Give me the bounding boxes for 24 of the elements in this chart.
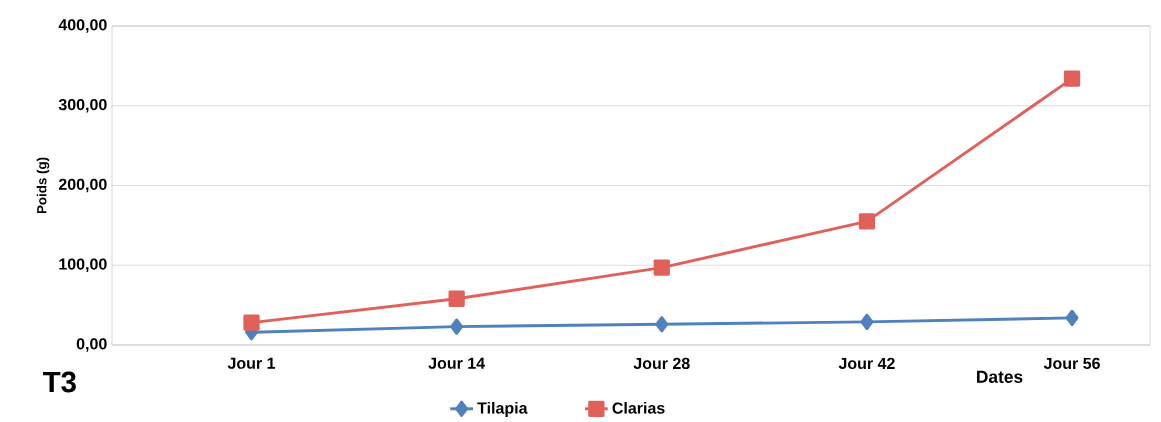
text: T3 (43, 371, 76, 393)
x-tick-label: Jour 28 (633, 357, 690, 370)
point (860, 313, 874, 331)
point (243, 314, 260, 331)
x-tick-label: Jour 1 (227, 357, 276, 369)
y-tick-label: 100,00 (59, 258, 107, 273)
y-tick-label: 400,00 (58, 19, 107, 33)
point (1065, 309, 1079, 327)
x-axis-title: Dates (977, 370, 1023, 383)
point (653, 259, 670, 276)
legend-label: Clarias (612, 402, 665, 414)
point (655, 316, 669, 333)
x-tick-label: Jour 56 (1043, 357, 1100, 370)
point (1063, 70, 1081, 87)
y-tick-label: 0,00 (76, 338, 107, 352)
y-tick-label: 200,00 (58, 178, 107, 193)
x-tick-label: Jour 42 (838, 357, 895, 370)
legend-label: Tilapia (477, 402, 528, 417)
point (858, 213, 876, 230)
y-tick-label: 300,00 (58, 98, 107, 113)
point (448, 290, 465, 307)
y-axis-title: Poids (g) (36, 157, 50, 214)
x-tick-label: Jour 14 (428, 357, 485, 369)
point (450, 318, 464, 335)
